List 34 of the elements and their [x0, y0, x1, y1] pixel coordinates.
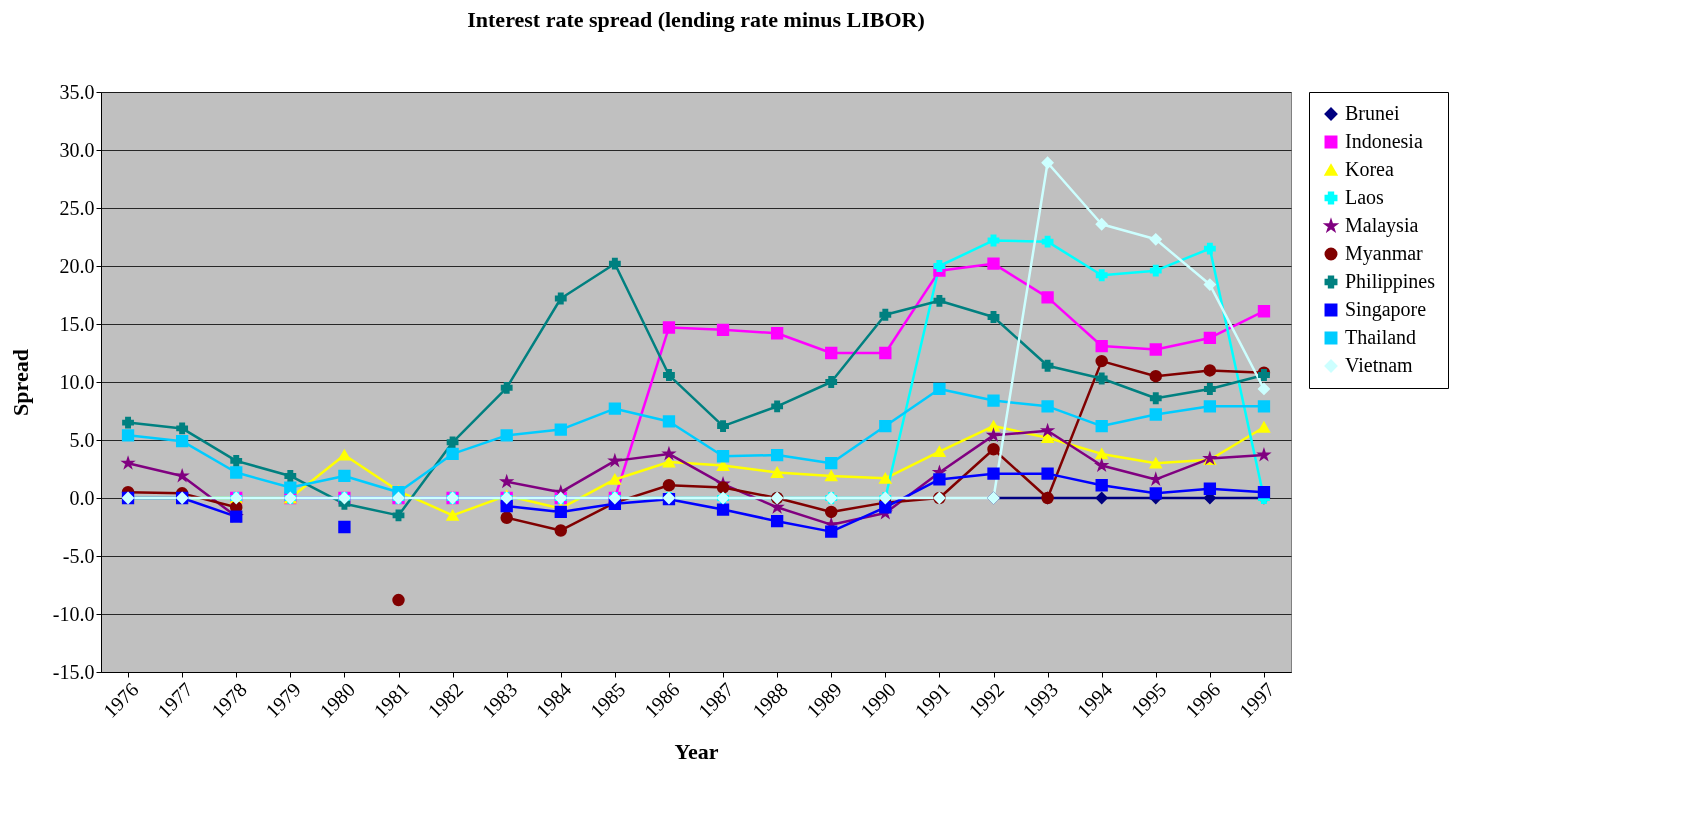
y-tick-label: 5.0 [69, 428, 95, 451]
legend-label: Singapore [1345, 298, 1427, 321]
y-tick-label: 35.0 [59, 80, 95, 103]
legend-label: Brunei [1345, 102, 1400, 124]
legend-label: Myanmar [1345, 242, 1424, 265]
y-tick-label: 30.0 [59, 138, 95, 161]
y-tick-label: -15.0 [52, 660, 95, 683]
x-tick-label: 1979 [261, 678, 305, 722]
x-tick-label: 1989 [802, 678, 846, 722]
x-tick-label: 1980 [315, 678, 360, 722]
legend-label: Vietnam [1345, 354, 1414, 376]
x-tick-label: 1991 [910, 678, 955, 722]
legend-label: Philippines [1345, 270, 1436, 293]
y-tick-label: 10.0 [59, 370, 95, 393]
x-tick-label: 1982 [423, 678, 468, 722]
y-tick-label: 0.0 [69, 486, 95, 509]
legend-label: Malaysia [1345, 214, 1419, 237]
y-tick-label: -10.0 [52, 602, 95, 625]
legend-label: Indonesia [1345, 130, 1423, 152]
x-axis-title: Year [674, 738, 719, 764]
x-tick-label: 1978 [207, 678, 251, 722]
x-tick-label: 1988 [747, 678, 792, 722]
y-tick-label: 25.0 [59, 196, 95, 219]
y-tick-label: 15.0 [59, 312, 95, 335]
y-tick-label: -5.0 [62, 544, 95, 567]
legend-label: Thailand [1345, 326, 1417, 348]
chart-title: Interest rate spread (lending rate minus LIBOR) [467, 7, 925, 32]
legend-label: Laos [1345, 186, 1385, 208]
x-tick-label: 1990 [856, 678, 900, 722]
y-axis-title: Spread [7, 349, 33, 416]
legend-label: Korea [1345, 158, 1394, 180]
x-tick-label: 1992 [964, 678, 1009, 722]
y-tick-label: 20.0 [59, 254, 95, 277]
x-tick-label: 1981 [369, 678, 414, 722]
